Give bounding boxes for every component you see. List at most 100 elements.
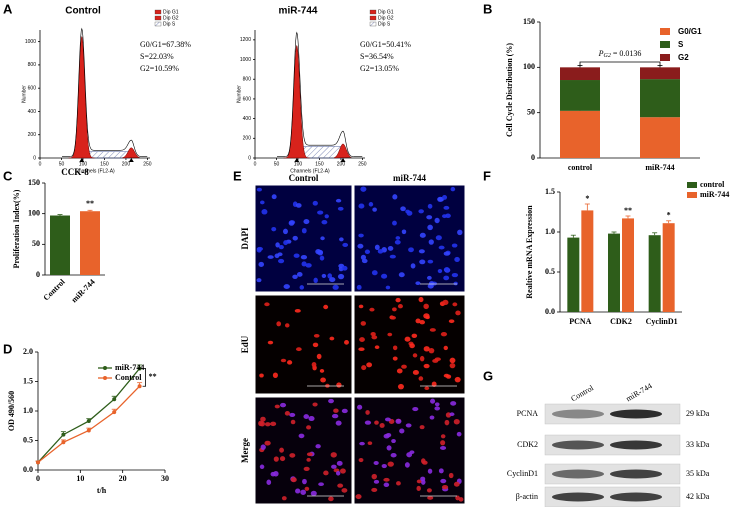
nucleus	[360, 254, 367, 260]
panel-letter: F	[483, 168, 491, 183]
nucleus	[443, 345, 448, 351]
nucleus	[442, 214, 448, 219]
nucleus	[360, 186, 367, 192]
nucleus	[440, 440, 446, 446]
y-tick-label: 1.0	[23, 406, 33, 415]
nucleus	[284, 411, 290, 416]
envelope	[62, 27, 148, 158]
nucleus	[342, 242, 349, 248]
nucleus	[344, 340, 349, 345]
nucleus	[438, 468, 444, 474]
nucleus	[438, 245, 445, 250]
nucleus	[371, 270, 378, 276]
nucleus	[443, 373, 450, 378]
y-tick-label: 600	[243, 96, 252, 102]
y-tick-label: 0	[531, 153, 535, 162]
dip-s	[296, 146, 344, 159]
nucleus	[280, 358, 287, 363]
chart-title: CCK-8	[61, 167, 89, 177]
legend-label: Control	[115, 373, 142, 382]
nucleus	[370, 332, 376, 337]
nucleus	[361, 258, 368, 264]
nucleus	[359, 337, 365, 342]
nucleus	[434, 357, 441, 362]
nucleus	[289, 453, 296, 458]
nucleus	[367, 441, 373, 445]
nucleus	[306, 452, 313, 457]
y-tick-label: 400	[28, 109, 37, 115]
x-label: Channels (FL2-A)	[290, 168, 330, 174]
nucleus	[259, 373, 264, 378]
nucleus	[259, 421, 266, 427]
x-tick-label: 250	[358, 161, 367, 167]
nucleus	[440, 332, 448, 337]
point	[86, 428, 91, 433]
panel-letter: A	[3, 1, 13, 16]
x-tick-label: 0	[36, 474, 40, 483]
x-tick-label: 200	[337, 161, 346, 167]
nucleus	[369, 307, 375, 312]
x-tick-label: 50	[274, 161, 280, 167]
nucleus	[303, 219, 310, 225]
nucleus	[415, 281, 421, 285]
nucleus	[395, 297, 401, 303]
nucleus	[450, 186, 456, 192]
nucleus	[300, 255, 308, 260]
nucleus	[400, 206, 406, 212]
nucleus	[419, 232, 426, 238]
bar-segment	[560, 80, 600, 111]
nucleus	[419, 259, 426, 265]
nucleus	[427, 468, 433, 474]
nucleus	[443, 251, 451, 256]
nucleus	[339, 237, 344, 242]
annotation-text: = 0.0136	[611, 49, 642, 58]
x-tick-label: CyclinD1	[646, 317, 678, 326]
legend-label: Dip S	[163, 21, 176, 27]
point	[86, 419, 91, 424]
y-tick-label: 1.5	[23, 376, 33, 385]
legend-label: G0/G1	[678, 27, 702, 36]
nucleus	[449, 412, 455, 417]
nucleus	[284, 323, 290, 328]
bar	[80, 211, 100, 275]
x-tick-label: 200	[122, 161, 131, 167]
y-label: Proliferation Index(%)	[12, 189, 21, 268]
nucleus	[319, 369, 325, 373]
nucleus	[321, 219, 328, 225]
panel-letter: C	[3, 168, 13, 183]
nucleus	[273, 470, 279, 477]
blot-row-label: CDK2	[517, 440, 538, 449]
nucleus	[401, 364, 407, 369]
nucleus	[418, 249, 425, 254]
stat-text: G2=10.59%	[140, 64, 179, 73]
blot-band	[552, 492, 604, 502]
x-tick-label: 30	[161, 474, 169, 483]
significance: *	[585, 194, 589, 203]
nucleus	[355, 494, 362, 500]
nucleus	[409, 343, 415, 349]
nucleus	[427, 283, 434, 289]
nucleus	[320, 236, 325, 241]
nucleus	[335, 470, 341, 476]
nucleus	[451, 243, 458, 248]
x-tick-label: 100	[294, 161, 303, 167]
peak-marker	[340, 158, 346, 162]
blot-band	[610, 409, 662, 419]
bar	[567, 237, 580, 312]
x-label: t/h	[97, 486, 107, 495]
nucleus	[310, 490, 317, 497]
y-tick-label: 150	[523, 17, 535, 26]
blot-row-label: β-actin	[516, 492, 538, 501]
bar-segment	[640, 79, 680, 118]
point	[61, 432, 66, 437]
nucleus	[319, 255, 325, 261]
nucleus	[308, 416, 315, 422]
nucleus	[261, 209, 268, 215]
nucleus	[358, 203, 365, 209]
nucleus	[390, 315, 396, 320]
nucleus	[429, 328, 436, 332]
nucleus	[335, 198, 342, 203]
nucleus	[450, 401, 457, 406]
sig-bracket	[579, 61, 661, 66]
